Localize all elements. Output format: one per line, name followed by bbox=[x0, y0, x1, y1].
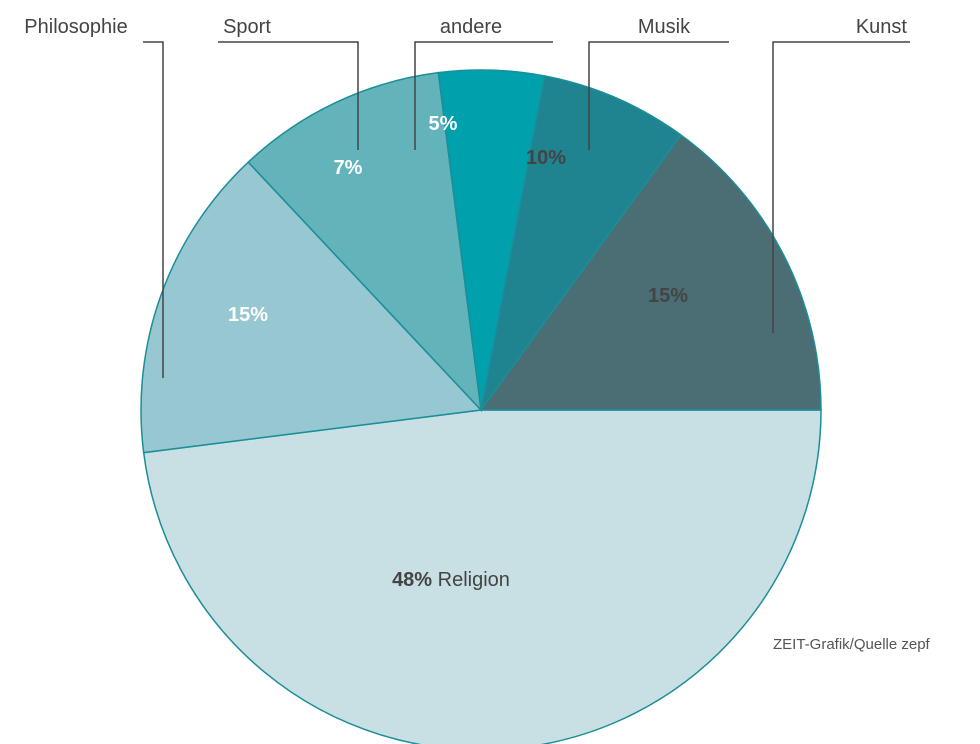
pie-slices bbox=[140, 69, 822, 744]
leader-line-musik bbox=[588, 41, 729, 150]
leader-line-andere bbox=[414, 41, 553, 150]
pie-slice-musik bbox=[247, 71, 483, 413]
category-label-andere: andere bbox=[440, 16, 502, 38]
value-label-andere: 5% bbox=[429, 113, 458, 135]
leader-lines bbox=[143, 41, 910, 378]
value-label-philosophie: 15% bbox=[228, 304, 268, 326]
value-label-sport: 7% bbox=[334, 157, 363, 179]
category-label-musik: Musik bbox=[638, 16, 691, 38]
pie-slice-kunst bbox=[140, 161, 483, 454]
value-label-religion: 48% Religion bbox=[392, 569, 510, 591]
pie-slice-philosophie bbox=[479, 133, 822, 411]
category-label-kunst: Kunst bbox=[856, 16, 908, 38]
pie-slice-sport bbox=[480, 75, 682, 411]
pie-slice-religion bbox=[142, 409, 822, 744]
value-label-kunst: 15% bbox=[648, 285, 688, 307]
category-label-philosophie: Philosophie bbox=[24, 16, 127, 38]
slice-labels: Kunst Musik andere Sport Philosophie 48% Reli… bbox=[24, 16, 907, 591]
category-label-sport: Sport bbox=[223, 16, 271, 38]
source-note: ZEIT-Grafik/Quelle zepf bbox=[773, 636, 930, 653]
leader-line-kunst bbox=[772, 41, 910, 333]
value-label-musik: 10% bbox=[526, 147, 566, 169]
leader-line-sport bbox=[218, 41, 359, 150]
leader-line-philosophie bbox=[143, 41, 164, 378]
